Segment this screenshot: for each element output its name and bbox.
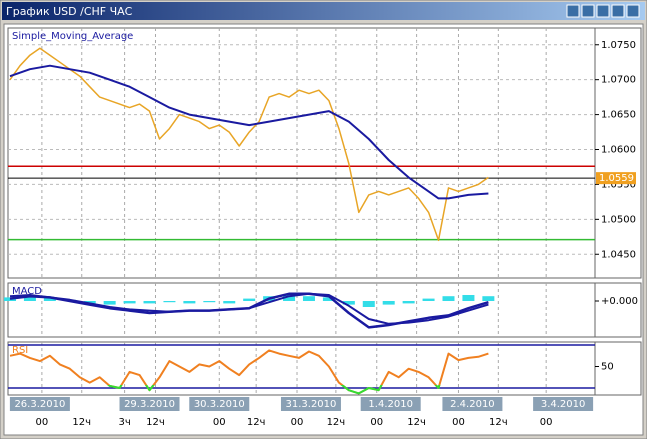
- x-tick-label: 12ч: [327, 417, 346, 428]
- tile-button[interactable]: [581, 4, 595, 18]
- histogram-bar: [402, 301, 415, 304]
- histogram-bar: [422, 298, 435, 301]
- x-tick-label: 00: [540, 417, 553, 428]
- axis-strip: [594, 27, 642, 279]
- histogram-bar: [482, 296, 495, 301]
- histogram-bar: [462, 295, 475, 301]
- histogram-bar: [43, 297, 56, 301]
- title-bar: [2, 2, 645, 20]
- x-tick-label: 00: [370, 417, 383, 428]
- histogram-bar: [163, 301, 176, 303]
- y-tick-label: 1.0600: [601, 145, 636, 156]
- histogram-bar: [103, 301, 116, 305]
- histogram-bar: [243, 298, 256, 301]
- series-line: [9, 64, 489, 200]
- close-button[interactable]: [626, 4, 640, 18]
- histogram-bar: [83, 301, 96, 304]
- histogram-bar: [322, 297, 335, 301]
- y-tick-label: 1.0550: [601, 179, 636, 190]
- y-tick-label: 50: [601, 362, 614, 373]
- date-label: 29.3.2010: [124, 399, 175, 410]
- date-label: 31.3.2010: [286, 399, 337, 410]
- panel-title: MACD: [12, 286, 42, 297]
- y-tick-label: 1.0700: [601, 75, 636, 86]
- date-label: 2.4.2010: [450, 399, 495, 410]
- histogram-bar: [183, 301, 196, 304]
- date-label: 30.3.2010: [194, 399, 245, 410]
- help-button[interactable]: [566, 4, 580, 18]
- panel: [7, 27, 596, 279]
- date-label: 3.4.2010: [541, 399, 586, 410]
- x-tick-label: 12ч: [247, 417, 266, 428]
- date-label: 26.3.2010: [14, 399, 65, 410]
- x-tick-label: 00: [213, 417, 226, 428]
- series-line: [9, 349, 489, 395]
- date-label: 1.4.2010: [368, 399, 413, 410]
- x-tick-label: 00: [36, 417, 49, 428]
- series-line: [9, 292, 489, 325]
- date-box: [9, 397, 70, 411]
- date-box: [280, 397, 341, 411]
- last-price-label: 1.0559: [599, 173, 634, 184]
- x-tick-label: 12ч: [72, 417, 91, 428]
- x-tick-label: 12ч: [407, 417, 426, 428]
- y-tick-label: 1.0650: [601, 110, 636, 121]
- date-box: [442, 397, 503, 411]
- maximize-button[interactable]: [611, 4, 625, 18]
- axis-strip: [594, 341, 642, 396]
- date-box: [360, 397, 421, 411]
- histogram-bar: [283, 295, 296, 301]
- y-tick-label: +0.000: [601, 296, 638, 307]
- histogram-bar: [223, 301, 236, 304]
- series-line: [9, 47, 489, 242]
- x-tick-label: 12ч: [489, 417, 508, 428]
- histogram-bar: [203, 301, 216, 303]
- histogram-bar: [302, 296, 315, 301]
- panel: [7, 341, 596, 396]
- date-box: [533, 397, 594, 411]
- y-tick-label: 1.0500: [601, 214, 636, 225]
- histogram-bar: [382, 301, 395, 305]
- x-tick-label: 3ч: [118, 417, 130, 428]
- window-title: График USD /CHF ЧАС: [6, 5, 133, 18]
- x-tick-label: 00: [452, 417, 465, 428]
- minimize-button[interactable]: [596, 4, 610, 18]
- histogram-bar: [23, 296, 36, 301]
- histogram-bar: [123, 301, 136, 304]
- axis-strip: [594, 282, 642, 338]
- histogram-bar: [3, 297, 16, 301]
- y-tick-label: 1.0750: [601, 40, 636, 51]
- date-box: [119, 397, 180, 411]
- x-tick-label: 00: [291, 417, 304, 428]
- date-box: [189, 397, 250, 411]
- histogram-bar: [342, 301, 355, 305]
- y-tick-label: 1.0450: [601, 249, 636, 260]
- histogram-bar: [442, 296, 455, 301]
- panel: [7, 282, 596, 338]
- x-tick-label: 12ч: [146, 417, 165, 428]
- window-buttons[interactable]: [566, 4, 640, 18]
- panel-title: RSI: [12, 345, 28, 356]
- histogram-bar: [143, 301, 156, 304]
- last-price-box: [596, 172, 636, 185]
- panel-title: Simple_Moving_Average: [12, 31, 133, 42]
- histogram-bar: [362, 301, 375, 307]
